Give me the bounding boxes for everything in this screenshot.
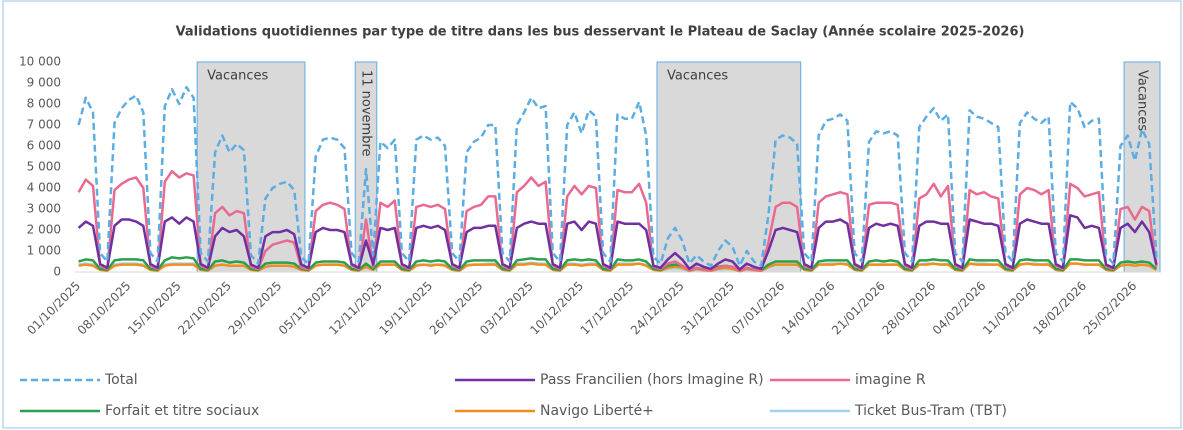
y-tick-label: 1 000 xyxy=(27,244,61,258)
annotation-box xyxy=(1123,61,1161,273)
annotation-label: 11 novembre xyxy=(359,70,374,157)
y-tick-label: 9 000 xyxy=(27,76,61,90)
series-line xyxy=(77,85,1158,267)
legend-label: Ticket Bus-Tram (TBT) xyxy=(854,403,1007,419)
annotation-box xyxy=(656,61,802,273)
y-tick-label: 8 000 xyxy=(27,97,61,111)
y-tick-label: 4 000 xyxy=(27,181,61,195)
y-tick-label: 10 000 xyxy=(19,55,61,69)
legend-label: Forfait et titre sociaux xyxy=(105,403,259,419)
legend-label: imagine R xyxy=(855,372,926,388)
y-tick-label: 5 000 xyxy=(27,160,61,174)
y-tick-label: 0 xyxy=(53,265,61,279)
annotation-label: Vacances xyxy=(207,69,268,84)
y-tick-label: 6 000 xyxy=(27,139,61,153)
series-line xyxy=(77,214,1158,271)
legend-label: Pass Francilien (hors Imagine R) xyxy=(540,372,764,388)
legend-label: Navigo Liberté+ xyxy=(540,403,654,419)
legend-label: Total xyxy=(104,372,138,388)
y-tick-label: 7 000 xyxy=(27,118,61,132)
annotation-label: Vacances xyxy=(1135,70,1150,131)
y-tick-label: 2 000 xyxy=(27,223,61,237)
chart-title: Validations quotidiennes par type de tit… xyxy=(176,25,1025,40)
y-tick-label: 3 000 xyxy=(27,202,61,216)
annotation-label: Vacances xyxy=(667,69,728,84)
